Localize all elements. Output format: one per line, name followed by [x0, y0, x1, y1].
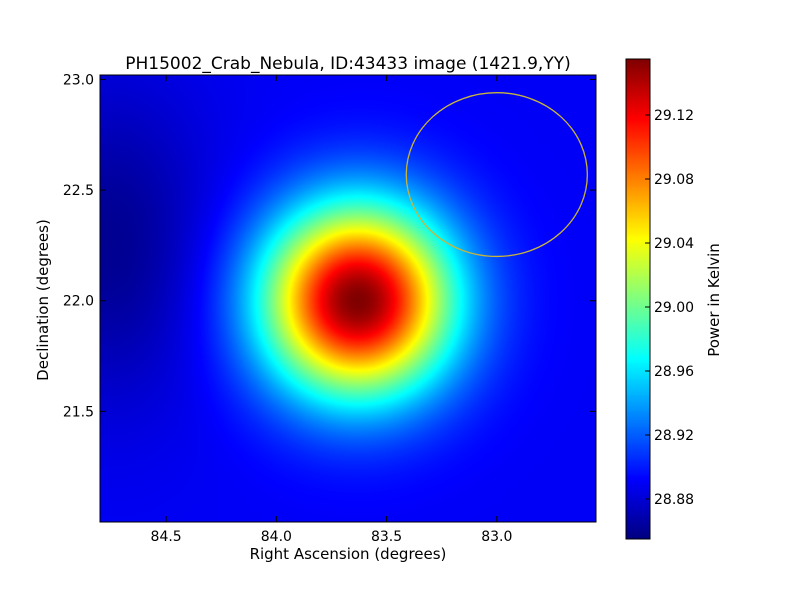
y-axis-label: Declination (degrees): [34, 219, 52, 381]
x-tick-label: 83.5: [371, 529, 402, 545]
colorbar-tick-label: 29.08: [654, 172, 694, 188]
y-tick-label: 23.0: [63, 72, 94, 88]
annotation-circle: [405, 92, 588, 258]
colorbar-tick-label: 29.04: [654, 236, 694, 252]
plot-area: [100, 75, 596, 522]
heatmap-image: [100, 75, 596, 522]
chart-title: PH15002_Crab_Nebula, ID:43433 image (142…: [125, 54, 570, 74]
x-tick-label: 83.0: [481, 529, 512, 545]
y-tick-label: 21.5: [63, 404, 94, 420]
colorbar: 28.88 28.92 28.96 29.00 29.04 29.08 29.12: [625, 58, 694, 540]
x-tick-label: 84.0: [261, 529, 292, 545]
axes: 84.5 84.0 83.5 83.0 23.0 22.5 22.0 21.5: [63, 72, 597, 545]
y-tick-label: 22.0: [63, 294, 94, 310]
colorbar-frame: [625, 58, 651, 540]
axes-frame: [99, 74, 597, 523]
colorbar-tick-label: 28.88: [654, 492, 694, 508]
colorbar-label: Power in Kelvin: [705, 243, 723, 357]
x-tick-label: 84.5: [151, 529, 182, 545]
colorbar-gradient: [626, 59, 650, 539]
colorbar-tick-label: 29.00: [654, 300, 694, 316]
y-tick-label: 22.5: [63, 183, 94, 199]
colorbar-tick-label: 28.92: [654, 428, 694, 444]
x-axis-label: Right Ascension (degrees): [250, 545, 447, 563]
colorbar-tick-label: 29.12: [654, 108, 694, 124]
colorbar-tick-label: 28.96: [654, 364, 694, 380]
